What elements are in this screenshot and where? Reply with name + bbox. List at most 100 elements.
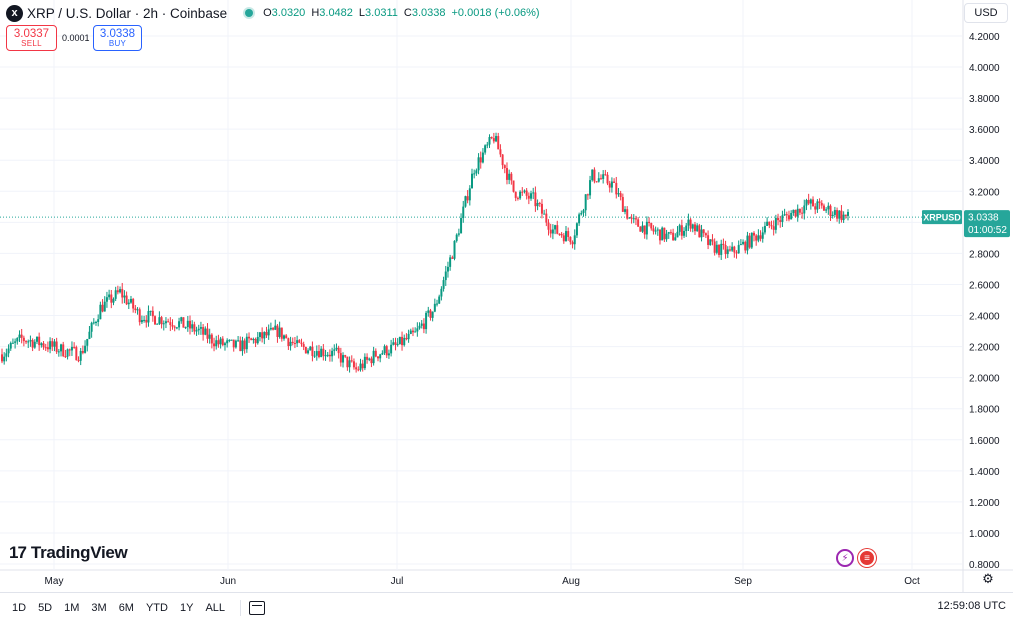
- range-3m-button[interactable]: 3M: [91, 601, 107, 614]
- candle: [199, 321, 202, 335]
- candle: [180, 316, 183, 324]
- chart-legend: x XRP / U.S. Dollar · 2h · Coinbase O3.0…: [6, 4, 546, 22]
- price-chart[interactable]: 4.20004.00003.80003.60003.40003.20003.00…: [0, 0, 1013, 592]
- price-tick-label: 3.8000: [969, 94, 1000, 105]
- candle: [442, 276, 445, 292]
- candle: [460, 213, 463, 234]
- range-ytd-button[interactable]: YTD: [145, 601, 168, 614]
- range-all-button[interactable]: ALL: [205, 601, 226, 614]
- candle: [138, 307, 141, 326]
- price-tick-label: 0.8000: [969, 560, 1000, 571]
- candle: [757, 229, 760, 243]
- candle: [785, 211, 788, 222]
- tradingview-logo[interactable]: 17 TradingView: [9, 543, 128, 563]
- candle: [700, 224, 703, 242]
- range-5d-button[interactable]: 5D: [38, 601, 53, 614]
- candle: [667, 231, 670, 239]
- candle: [252, 337, 255, 344]
- candle: [311, 341, 314, 362]
- candle: [484, 144, 487, 155]
- range-1y-button[interactable]: 1Y: [179, 601, 194, 614]
- candle: [481, 148, 484, 164]
- candle: [652, 225, 655, 235]
- candle: [781, 210, 784, 227]
- candle: [726, 246, 729, 259]
- candle: [127, 299, 130, 309]
- range-1d-button[interactable]: 1D: [12, 601, 27, 614]
- candle: [748, 232, 751, 249]
- candle: [60, 343, 63, 357]
- candle: [186, 315, 189, 332]
- candle: [468, 185, 471, 206]
- candle: [210, 333, 213, 349]
- candle: [223, 341, 226, 351]
- candle: [634, 215, 637, 226]
- candle: [696, 223, 699, 232]
- candle: [733, 245, 736, 258]
- candle: [431, 311, 434, 322]
- ohlc-close: C3.0338: [403, 7, 446, 19]
- utc-clock[interactable]: 12:59:08 UTC: [937, 600, 1006, 612]
- candle: [101, 299, 104, 313]
- candle: [674, 233, 677, 241]
- candle: [693, 221, 696, 235]
- candle: [779, 215, 782, 228]
- price-axis: 4.20004.00003.80003.60003.40003.20003.00…: [962, 0, 1000, 592]
- candle: [792, 209, 795, 216]
- price-tick-label: 1.8000: [969, 405, 1000, 416]
- candle: [278, 321, 281, 339]
- candle: [812, 196, 815, 207]
- last-price-value-bg: [964, 210, 1010, 238]
- range-6m-button[interactable]: 6M: [118, 601, 134, 614]
- candle: [429, 308, 432, 321]
- tradingview-wordmark: TradingView: [30, 543, 128, 562]
- us-flag-event-icon[interactable]: ≡: [858, 549, 876, 567]
- candle: [514, 191, 517, 202]
- candle: [724, 240, 727, 259]
- last-price-value: 3.0338: [968, 213, 999, 224]
- candle: [92, 318, 95, 325]
- candle: [197, 324, 200, 335]
- candle: [641, 221, 644, 233]
- candle: [261, 327, 264, 343]
- candle: [160, 315, 163, 329]
- candle: [178, 317, 181, 331]
- lightning-event-icon[interactable]: ⚡: [836, 549, 854, 567]
- range-1m-button[interactable]: 1M: [64, 601, 80, 614]
- candle: [283, 334, 285, 341]
- candle: [331, 347, 334, 362]
- candle: [558, 233, 561, 236]
- buy-button[interactable]: 3.0338 BUY: [93, 25, 142, 51]
- ohlc-low: L3.0311: [358, 7, 398, 19]
- candle: [191, 320, 194, 333]
- candle: [217, 334, 220, 348]
- candle: [816, 199, 819, 213]
- symbol-title[interactable]: XRP / U.S. Dollar · 2h · Coinbase: [27, 5, 228, 21]
- sell-label: SELL: [21, 38, 42, 48]
- candle: [698, 223, 701, 238]
- gear-icon[interactable]: ⚙: [982, 571, 994, 586]
- ohlc-change: +0.0018 (+0.06%): [451, 7, 540, 19]
- candle: [794, 209, 797, 218]
- candle: [193, 321, 196, 335]
- currency-selector[interactable]: USD: [964, 3, 1008, 23]
- candle: [232, 339, 235, 352]
- xrp-logo-icon[interactable]: x: [6, 4, 23, 22]
- candle: [582, 208, 585, 217]
- candle: [359, 358, 362, 372]
- candle: [16, 337, 19, 345]
- candle: [648, 217, 651, 227]
- candle: [645, 216, 648, 240]
- candle: [508, 169, 511, 185]
- candle: [25, 340, 28, 345]
- candle: [490, 136, 493, 140]
- candle: [230, 339, 233, 341]
- candle: [14, 338, 17, 349]
- candle: [770, 220, 773, 230]
- candle: [121, 282, 124, 304]
- calendar-icon[interactable]: [249, 600, 266, 615]
- candle: [643, 225, 646, 239]
- candle: [807, 193, 810, 206]
- candle: [427, 306, 430, 317]
- sell-button[interactable]: 3.0337 SELL: [6, 25, 57, 51]
